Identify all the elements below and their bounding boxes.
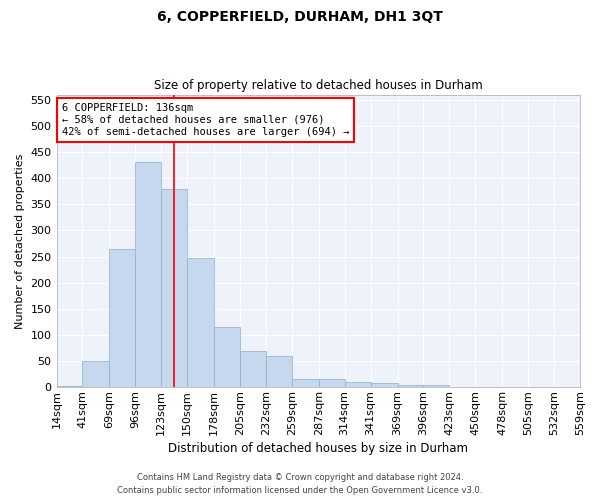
X-axis label: Distribution of detached houses by size in Durham: Distribution of detached houses by size … (168, 442, 468, 455)
Bar (424, 385, 449, 387)
Text: Contains HM Land Registry data © Crown copyright and database right 2024.
Contai: Contains HM Land Registry data © Crown c… (118, 474, 482, 495)
Bar (240, 350, 266, 387)
Bar (502, 386, 528, 387)
Bar (136, 162, 161, 387)
Text: 6, COPPERFIELD, DURHAM, DH1 3QT: 6, COPPERFIELD, DURHAM, DH1 3QT (157, 10, 443, 24)
Bar (187, 258, 214, 387)
Bar (371, 383, 398, 387)
Bar (449, 386, 475, 387)
Bar (266, 356, 292, 387)
Bar (109, 248, 136, 387)
Bar (319, 380, 344, 387)
Bar (82, 361, 109, 387)
Bar (214, 327, 240, 387)
Bar (292, 380, 319, 387)
Y-axis label: Number of detached properties: Number of detached properties (15, 153, 25, 328)
Text: 6 COPPERFIELD: 136sqm
← 58% of detached houses are smaller (976)
42% of semi-det: 6 COPPERFIELD: 136sqm ← 58% of detached … (62, 104, 349, 136)
Bar (56, 386, 82, 387)
Bar (161, 188, 187, 387)
Bar (398, 384, 424, 387)
Title: Size of property relative to detached houses in Durham: Size of property relative to detached ho… (154, 79, 482, 92)
Bar (344, 382, 371, 387)
